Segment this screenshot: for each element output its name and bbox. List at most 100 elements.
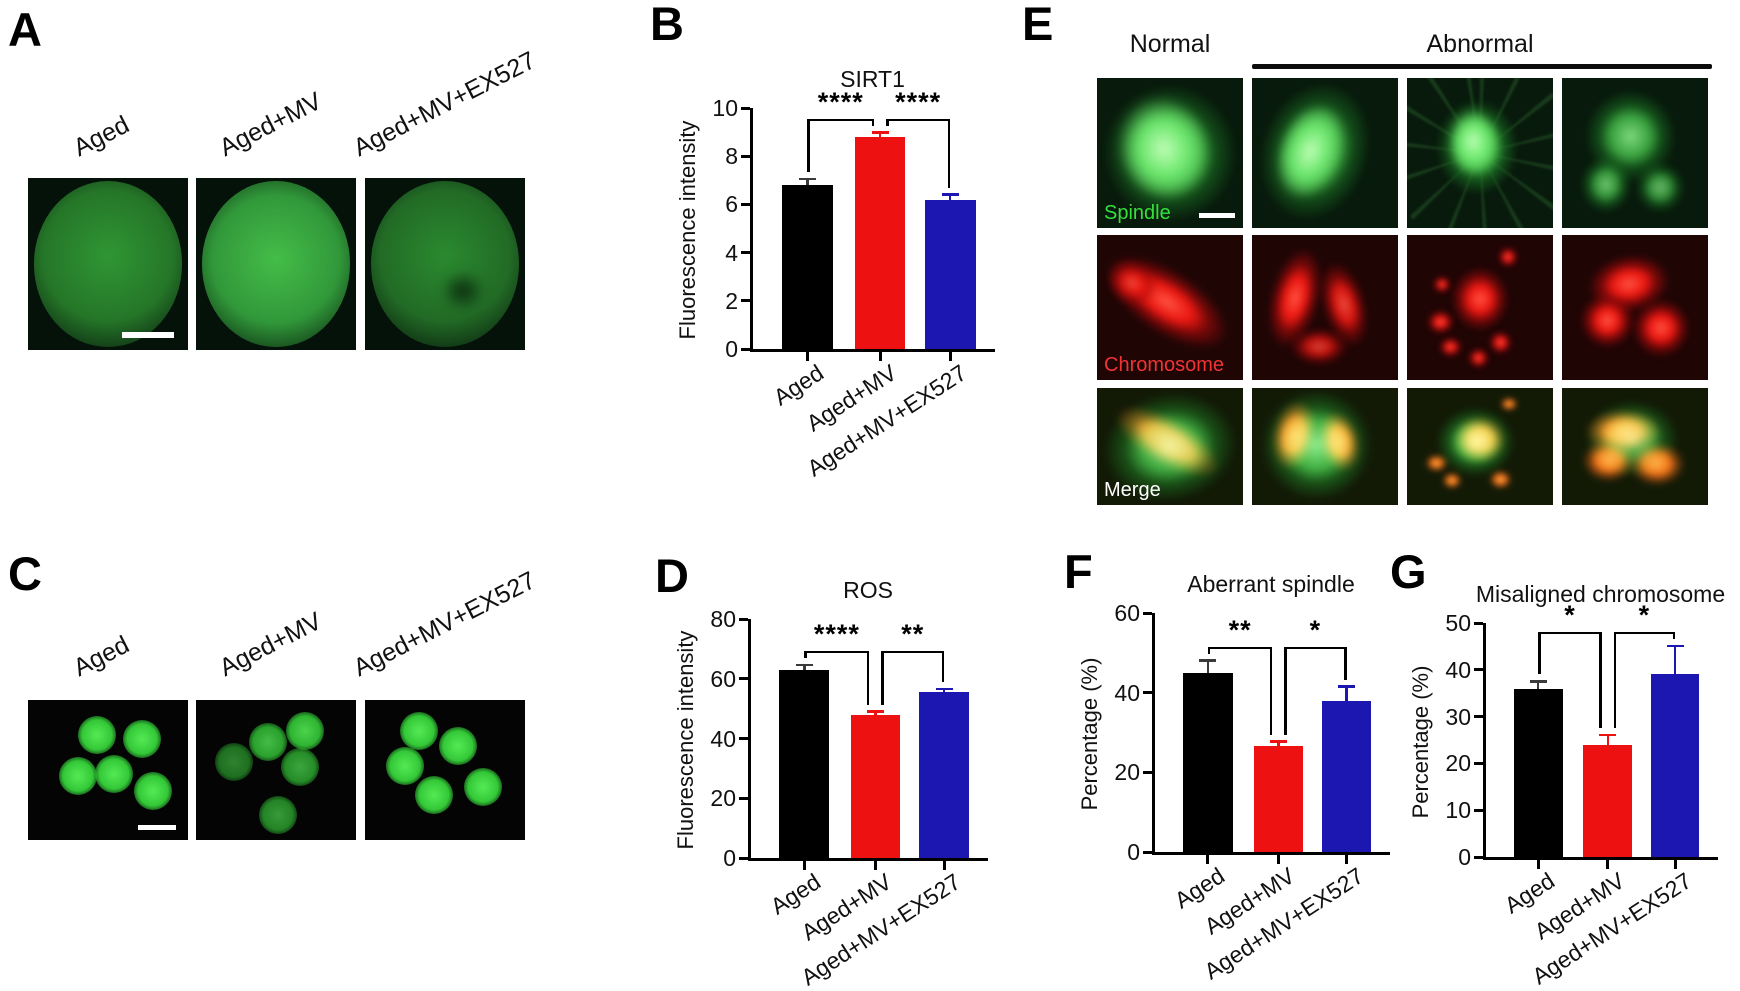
error-bar-cap [1599, 733, 1617, 737]
chromosome-dot [1488, 330, 1513, 354]
panel-a-label-aged: Aged [69, 110, 134, 163]
y-axis-tick-label: 80 [710, 606, 736, 632]
y-axis-tick-label: 0 [1127, 839, 1140, 865]
x-axis-tick [1536, 860, 1540, 869]
y-axis-tick [1143, 770, 1152, 774]
error-bar-stem [948, 194, 952, 200]
significance-bracket [804, 651, 870, 705]
oocyte-fluorescence [34, 181, 182, 347]
bracket-leg [941, 652, 945, 683]
y-axis-tick-label: 10 [712, 95, 738, 121]
error-bar-cap [1529, 680, 1547, 683]
error-bar-cap [798, 177, 816, 181]
y-axis-tick-label: 30 [1445, 703, 1471, 730]
y-axis-tick [741, 251, 750, 255]
x-axis-group-label: Aged+MV+EX527 [1527, 867, 1697, 990]
scale-bar [122, 332, 174, 338]
y-axis-tick [1474, 668, 1483, 672]
panel-c-label-aged: Aged [69, 630, 134, 683]
normal-header: Normal [1129, 30, 1211, 58]
fluorescent-cell-dot [249, 723, 287, 761]
y-axis-tick [739, 677, 748, 681]
spindle-row-label: Spindle [1104, 202, 1171, 224]
spindle-blob [1579, 156, 1633, 213]
x-axis-tick [1276, 855, 1280, 864]
panel-a-label-aged-mv: Aged+MV [215, 86, 327, 163]
error-bar-cap [1269, 740, 1287, 743]
panel-a-label-aged-mv-ex527: Aged+MV+EX527 [349, 46, 541, 163]
x-axis-tick [1345, 855, 1349, 864]
chart-title: Misaligned chromosome [1475, 581, 1726, 607]
fluorescent-cell-dot [386, 746, 424, 785]
panel-g-letter: G [1390, 545, 1427, 598]
panel-a-image-aged [28, 178, 188, 350]
plot-area: 0 20 40 60 Aged Aged+MV Aged+MV+EX527 ** * [1114, 602, 1390, 984]
merge-normal-image: Merge [1097, 388, 1243, 505]
abnormal-header: Abnormal [1426, 30, 1534, 58]
bar-aged+mv+ex527 [924, 199, 976, 349]
y-axis-tick-label: 40 [710, 725, 736, 752]
bracket-leg [1599, 633, 1602, 729]
chromosome-overlay-blob [1629, 441, 1685, 487]
error-bar-cap [795, 663, 813, 667]
fluorescent-cell-dot [122, 720, 161, 759]
chromosome-abnormal-image-2 [1407, 235, 1553, 380]
y-axis-tick-label: 2 [725, 287, 738, 314]
error-bar-cap [1338, 685, 1356, 688]
spindle-abnormal-image-1 [1252, 78, 1398, 228]
error-bar-stem [803, 665, 806, 670]
chromosome-dot [1468, 348, 1489, 369]
y-axis-tick [741, 106, 750, 110]
chromosome-overlay-dot [1500, 397, 1518, 412]
y-axis-tick [1474, 621, 1483, 625]
significance-stars: ** [901, 619, 925, 650]
chart-title: ROS [843, 577, 893, 603]
chart-title: Aberrant spindle [1187, 571, 1355, 597]
chromosome-row-label: Chromosome [1104, 354, 1225, 376]
chromosome-overlay-blob [1453, 416, 1507, 463]
merge-abnormal-image-3 [1562, 388, 1708, 505]
panel-c-image-aged [28, 700, 188, 840]
y-axis-tick-label: 0 [1458, 844, 1471, 870]
y-axis-tick-label: 60 [1114, 600, 1140, 626]
sirt1-bar-chart: SIRT1 Fluorescence intensity 0 2 4 6 8 10 Aged… [675, 66, 995, 481]
bracket-leg [871, 119, 875, 126]
scale-bar [1199, 213, 1235, 218]
y-axis-tick-label: 20 [1445, 750, 1471, 777]
significance-stars: **** [813, 619, 860, 650]
fluorescent-cell-dot [95, 755, 134, 794]
y-axis-tick-label: 4 [725, 239, 738, 266]
fluorescent-cell-dot [133, 772, 172, 810]
bracket-leg [1344, 647, 1347, 680]
bar-aged+mv+ex527 [919, 692, 970, 858]
error-bar-stem [1536, 681, 1540, 689]
fluorescent-cell-dot [400, 711, 439, 750]
bar-aged+mv+ex527 [1650, 674, 1700, 857]
bar-aged+mv+ex527 [1321, 700, 1372, 852]
significance-stars: * [1564, 600, 1576, 631]
chromosome-overlay-dot [1488, 469, 1513, 489]
fluorescent-cell-dot [58, 756, 97, 795]
bracket-leg [886, 119, 889, 126]
y-axis-tick [739, 737, 748, 740]
error-bar-stem [874, 711, 877, 715]
fluorescent-cell-dot [258, 795, 297, 834]
y-axis-tick [1474, 808, 1483, 812]
y-axis-tick [1474, 855, 1483, 859]
y-axis-tick [741, 299, 750, 303]
y-axis-label: Percentage (%) [1408, 665, 1433, 818]
spindle-abnormal-image-2 [1407, 78, 1553, 228]
bracket-leg [807, 119, 810, 173]
x-axis-tick [878, 352, 882, 361]
abnormal-underline [1252, 64, 1712, 69]
oocyte-fluorescence [202, 181, 350, 347]
significance-bracket [881, 651, 945, 705]
significance-bracket [886, 118, 951, 188]
bar-aged+mv [1583, 744, 1633, 857]
spindle-abnormal-image-3 [1562, 78, 1708, 228]
bar-aged+mv [850, 714, 901, 858]
y-axis-label: Fluorescence intensity [675, 120, 700, 340]
y-axis-tick-label: 40 [1445, 656, 1471, 683]
merge-abnormal-image-1 [1252, 388, 1398, 505]
